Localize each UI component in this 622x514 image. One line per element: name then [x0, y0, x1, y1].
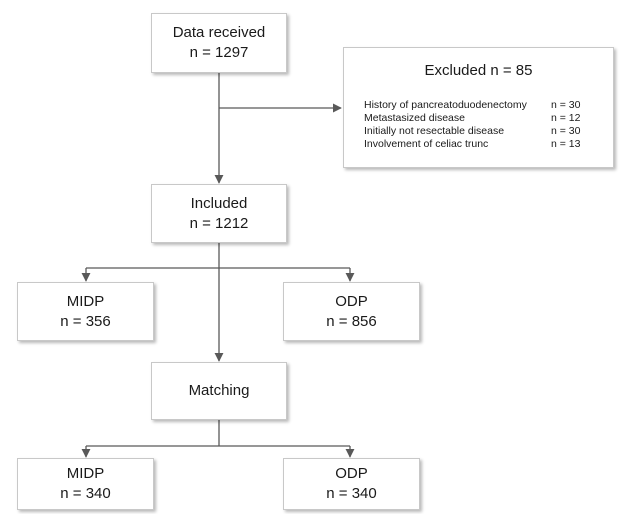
excluded-reason-row: Metastasized disease n = 12	[364, 112, 599, 125]
midp-after-count: n = 340	[60, 485, 111, 502]
midp-before-box: MIDP n = 356	[17, 282, 154, 341]
excluded-reason-label: Metastasized disease	[364, 112, 465, 124]
matching-box: Matching	[151, 362, 287, 420]
excluded-box: Excluded n = 85 History of pancreatoduod…	[343, 47, 614, 168]
odp-before-count: n = 856	[326, 312, 377, 330]
excluded-reason-label: Initially not resectable disease	[364, 125, 505, 137]
data-received-count: n = 1297	[189, 44, 249, 61]
matching-label: Matching	[188, 382, 250, 399]
odp-after-label: ODP	[335, 465, 368, 482]
excluded-reason-count: n = 30	[551, 125, 581, 137]
midp-after-box: MIDP n = 340	[17, 458, 154, 510]
excluded-reason-label: History of pancreatoduodenectomy	[364, 99, 527, 111]
odp-after-box: ODP n = 340	[283, 458, 420, 510]
midp-before-count: n = 356	[60, 312, 111, 330]
excluded-reason-count: n = 30	[551, 99, 581, 111]
excluded-reason-row: Involvement of celiac trunc n = 13	[364, 138, 599, 151]
data-received-box: Data received n = 1297	[151, 13, 287, 73]
excluded-reason-row: Initially not resectable disease n = 30	[364, 125, 599, 138]
odp-after-count: n = 340	[326, 485, 377, 502]
excluded-reason-row: History of pancreatoduodenectomy n = 30	[364, 99, 599, 112]
midp-before-label: MIDP	[66, 292, 105, 310]
included-count: n = 1212	[189, 214, 249, 232]
midp-after-label: MIDP	[66, 465, 105, 482]
data-received-label: Data received	[172, 24, 266, 41]
excluded-reason-count: n = 12	[551, 112, 581, 124]
odp-before-box: ODP n = 856	[283, 282, 420, 341]
excluded-title: Excluded n = 85	[424, 62, 533, 79]
included-box: Included n = 1212	[151, 184, 287, 243]
excluded-reason-count: n = 13	[551, 138, 581, 150]
odp-before-label: ODP	[335, 292, 368, 310]
excluded-reason-label: Involvement of celiac trunc	[364, 138, 489, 150]
included-label: Included	[190, 194, 248, 212]
